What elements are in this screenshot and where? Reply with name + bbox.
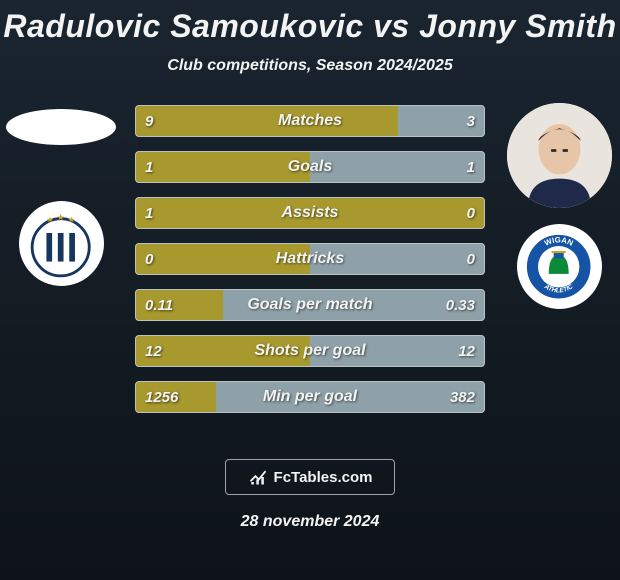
chart-icon bbox=[248, 467, 268, 487]
huddersfield-crest-icon bbox=[25, 208, 96, 279]
date-label: 28 november 2024 bbox=[0, 513, 620, 531]
stat-row: 93Matches bbox=[135, 105, 485, 137]
stat-label: Matches bbox=[135, 105, 485, 137]
comparison-card: Radulovic Samoukovic vs Jonny Smith Club… bbox=[0, 0, 620, 580]
stat-label: Goals per match bbox=[135, 289, 485, 321]
player-photo-icon bbox=[507, 103, 612, 208]
left-player-avatar bbox=[6, 109, 116, 145]
left-club-crest bbox=[19, 201, 104, 286]
brand-label: FcTables.com bbox=[274, 469, 373, 486]
stat-label: Hattricks bbox=[135, 243, 485, 275]
stat-bars: 93Matches 11Goals 10Assists 00Hattricks 0.11… bbox=[135, 105, 485, 413]
stat-label: Goals bbox=[135, 151, 485, 183]
right-player-avatar bbox=[507, 103, 612, 208]
content-area: WIGAN ATHLETIC 93Matches 11Goals 10Assists… bbox=[0, 103, 620, 433]
subtitle: Club competitions, Season 2024/2025 bbox=[0, 57, 620, 75]
page-title: Radulovic Samoukovic vs Jonny Smith bbox=[0, 0, 620, 45]
stat-label: Shots per goal bbox=[135, 335, 485, 367]
stat-row: 1212Shots per goal bbox=[135, 335, 485, 367]
brand-badge[interactable]: FcTables.com bbox=[225, 459, 395, 495]
stat-row: 00Hattricks bbox=[135, 243, 485, 275]
right-club-crest: WIGAN ATHLETIC bbox=[517, 224, 602, 309]
stat-row: 1256382Min per goal bbox=[135, 381, 485, 413]
stat-label: Min per goal bbox=[135, 381, 485, 413]
stat-row: 0.110.33Goals per match bbox=[135, 289, 485, 321]
stat-label: Assists bbox=[135, 197, 485, 229]
left-player-column bbox=[6, 103, 116, 286]
stat-row: 11Goals bbox=[135, 151, 485, 183]
wigan-crest-icon: WIGAN ATHLETIC bbox=[523, 231, 594, 302]
right-player-column: WIGAN ATHLETIC bbox=[504, 103, 614, 309]
stat-row: 10Assists bbox=[135, 197, 485, 229]
